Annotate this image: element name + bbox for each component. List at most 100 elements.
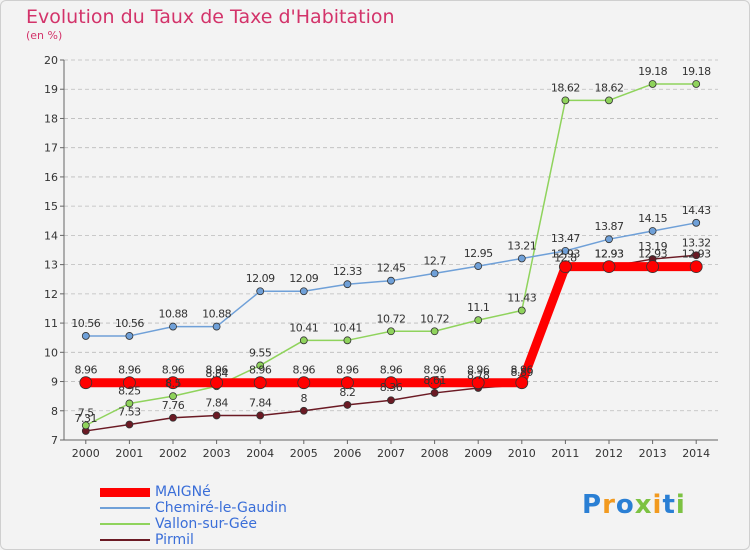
data-label: 7.53	[118, 406, 141, 419]
data-label: 8.96	[205, 364, 228, 377]
data-label: 12.7	[423, 254, 446, 267]
legend-swatch	[100, 507, 150, 509]
data-point	[256, 411, 265, 420]
grid-lines	[64, 59, 718, 412]
data-label: 9.55	[249, 346, 272, 359]
proxiti-logo: Proxiti	[582, 490, 686, 520]
data-point	[340, 376, 354, 390]
data-label: 7.84	[249, 396, 272, 409]
x-tick-label: 2012	[595, 447, 623, 460]
logo-letter: x	[634, 490, 653, 520]
data-label: 14.15	[638, 212, 667, 225]
data-label: 10.56	[71, 317, 100, 330]
data-label: 8.96	[423, 364, 446, 377]
logo-letter: i	[675, 490, 686, 520]
y-tick-label: 19	[44, 83, 58, 96]
data-label: 12.09	[289, 272, 318, 285]
logo-letter: t	[662, 490, 676, 520]
data-label: 13.87	[595, 220, 624, 233]
data-point	[343, 280, 352, 289]
data-point	[343, 401, 352, 409]
data-point	[646, 260, 659, 274]
data-point	[253, 376, 267, 390]
x-tick-label: 2008	[421, 447, 449, 460]
data-point	[428, 376, 442, 390]
data-label: 11.1	[467, 301, 490, 314]
data-label: 13.19	[638, 240, 667, 253]
data-point	[387, 396, 395, 405]
data-label: 10.41	[333, 321, 362, 334]
x-tick-label: 2011	[551, 447, 579, 460]
data-point	[648, 227, 657, 235]
data-point	[169, 392, 177, 401]
chart-title: Evolution du Taux de Taxe d'Habitation	[26, 6, 395, 28]
data-label: 10.41	[289, 321, 318, 334]
data-point	[122, 376, 136, 390]
data-point	[561, 96, 570, 105]
data-label: 12.8	[554, 251, 577, 264]
data-point	[471, 376, 485, 390]
legend-swatch	[100, 487, 150, 497]
data-point	[299, 336, 308, 345]
y-tick-label: 13	[44, 259, 58, 272]
data-point	[212, 411, 221, 420]
data-point	[648, 80, 657, 88]
data-point	[343, 336, 352, 345]
data-point	[474, 316, 483, 325]
y-tick-label: 10	[44, 346, 58, 359]
data-label: 8.61	[423, 374, 446, 387]
y-tick-label: 18	[44, 112, 58, 125]
data-label: 8.96	[467, 364, 490, 377]
data-label: 10.88	[159, 308, 188, 321]
y-tick-label: 11	[44, 317, 58, 330]
data-label: 13.47	[551, 232, 580, 245]
data-label: 14.43	[682, 204, 711, 217]
x-tick-label: 2007	[377, 447, 405, 460]
data-label: 7.84	[205, 396, 228, 409]
data-label: 13.21	[507, 239, 536, 252]
data-label: 12.93	[638, 248, 667, 261]
data-point	[387, 327, 395, 336]
logo-letter: o	[615, 490, 635, 520]
legend-label: Pirmil	[155, 532, 194, 548]
data-point	[256, 361, 265, 370]
data-point	[256, 287, 265, 296]
data-point	[474, 262, 483, 270]
y-tick-label: 8	[51, 405, 58, 418]
y-tick-label: 9	[51, 376, 58, 389]
data-point	[692, 80, 701, 88]
data-label: 10.72	[420, 312, 449, 325]
data-label: 10.56	[115, 317, 144, 330]
data-point	[79, 376, 93, 390]
data-label: 8.96	[249, 364, 272, 377]
data-point	[561, 246, 570, 255]
logo-letter: r	[602, 490, 616, 520]
data-label: 19.18	[638, 65, 667, 78]
data-label: 12.93	[682, 248, 711, 261]
x-tick-label: 2005	[290, 447, 318, 460]
chart-unit-label: (en %)	[26, 29, 63, 42]
y-tick-label: 12	[44, 288, 58, 301]
y-tick-label: 20	[44, 54, 58, 67]
data-label: 8.5	[165, 377, 181, 390]
data-point	[517, 306, 526, 315]
data-label: 12.33	[333, 265, 362, 278]
legend-label: MAIGNé	[155, 484, 211, 500]
data-point	[387, 276, 395, 285]
logo-letter: i	[652, 490, 663, 520]
axes: 7 8 9 10 11 12 13 14 15 16 17 18 19 20 2000 2001 2002 200…	[44, 54, 718, 460]
x-tick-label: 2004	[246, 447, 274, 460]
data-label: 12.95	[464, 247, 493, 260]
data-point	[430, 327, 439, 336]
data-point	[602, 260, 616, 274]
data-label: 13.32	[682, 236, 711, 249]
line-chart: 7 8 9 10 11 12 13 14 15 16 17 18 19 20 2000 2001 2002 200…	[44, 54, 718, 460]
data-point	[517, 254, 526, 263]
data-point	[515, 376, 529, 390]
y-tick-label: 7	[51, 434, 58, 447]
legend-label: Chemiré-le-Gaudin	[155, 500, 287, 516]
data-point	[166, 376, 180, 390]
data-label: 12.93	[595, 248, 624, 261]
data-label: 7.5	[78, 406, 94, 419]
x-tick-label: 2010	[508, 447, 536, 460]
